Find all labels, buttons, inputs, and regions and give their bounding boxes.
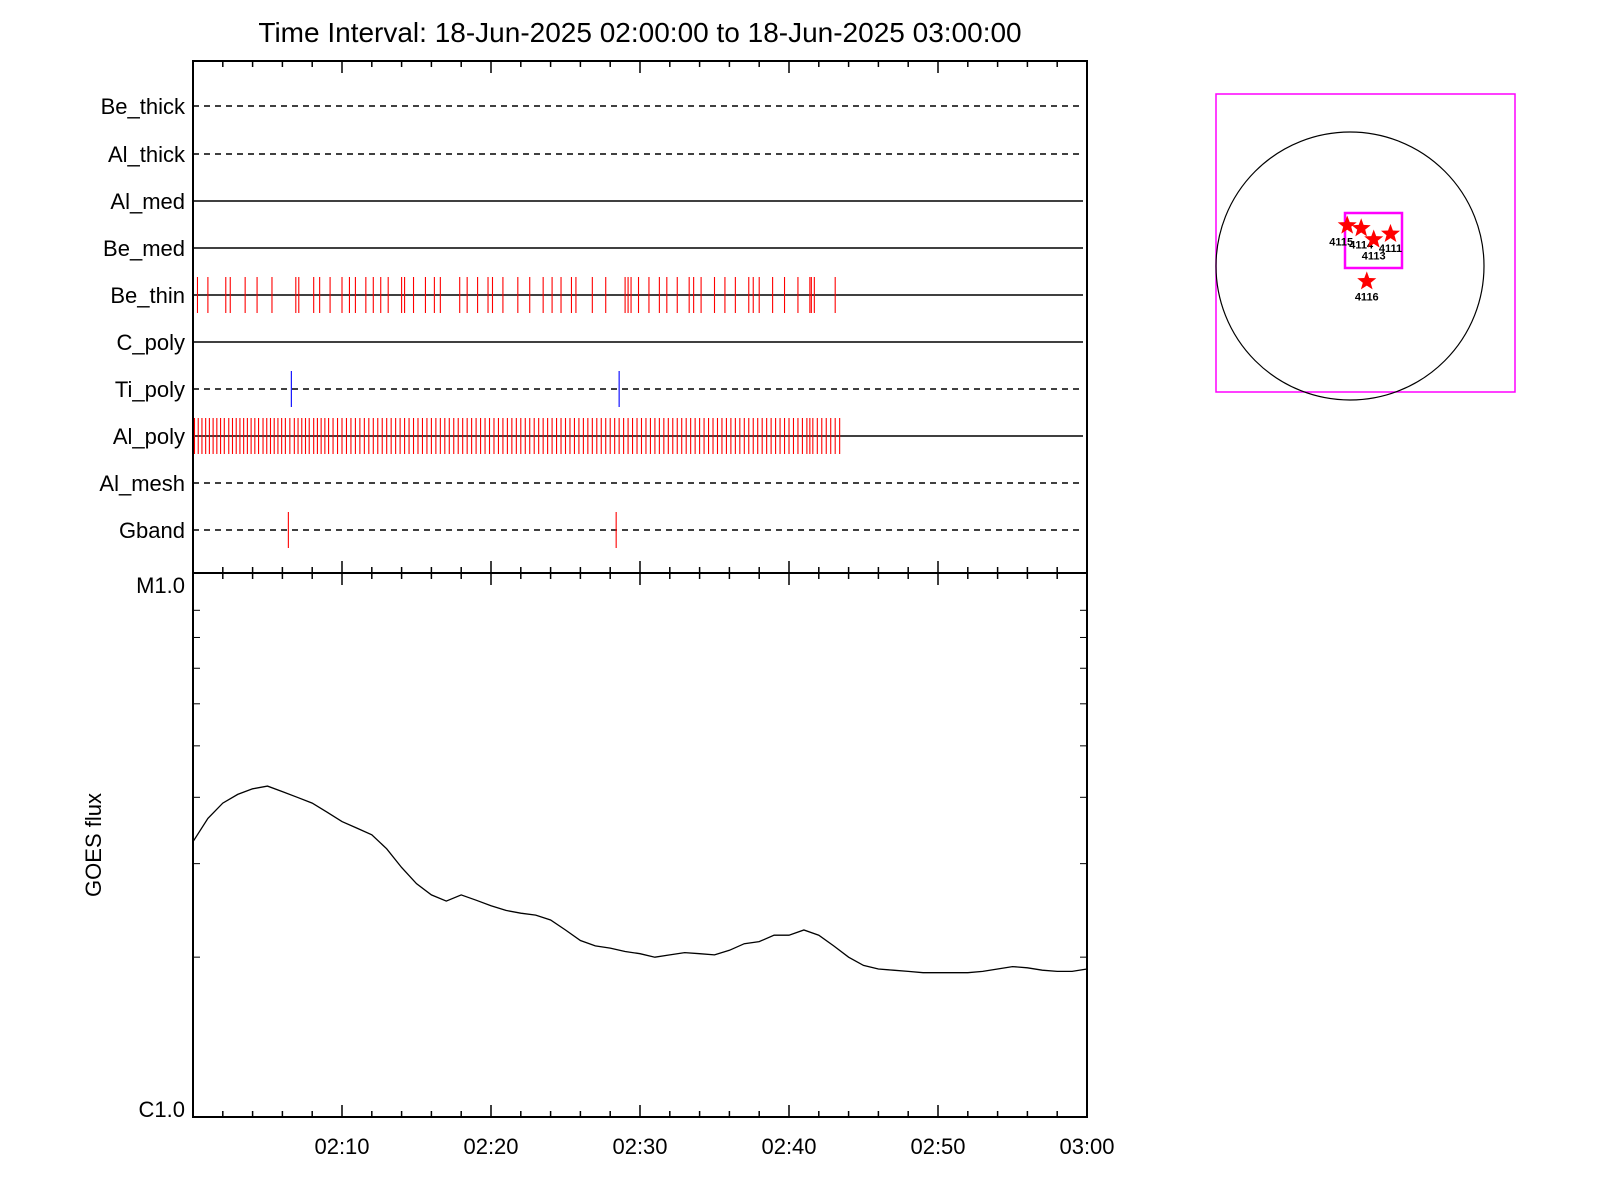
channel-label: Al_med (110, 189, 185, 214)
channel-label: Be_med (103, 236, 185, 261)
x-tick-label: 02:30 (612, 1134, 667, 1159)
channel-label: Ti_poly (115, 377, 185, 402)
channel-al_med: Al_med (110, 189, 1083, 214)
flux-ticks: 02:10 02:20 02:30 02:40 02:50 03:00 (192, 573, 1115, 1159)
goes-flux-line (192, 785, 1088, 974)
channel-al_thick: Al_thick (108, 142, 1083, 167)
channel-label: C_poly (117, 330, 185, 355)
channel-label: Be_thick (101, 94, 186, 119)
chart-title: Time Interval: 18-Jun-2025 02:00:00 to 1… (258, 17, 1021, 48)
x-tick-label: 02:10 (314, 1134, 369, 1159)
timeline-frame (192, 60, 1088, 574)
timeline-ticks (192, 61, 1088, 573)
channel-al_poly: Al_poly (113, 418, 1083, 454)
active-region-label: 4116 (1355, 291, 1379, 303)
active-region-label: 4114 (1349, 239, 1374, 251)
channel-label: Be_thin (110, 283, 185, 308)
x-tick-label: 02:40 (761, 1134, 816, 1159)
x-tick-label: 02:50 (910, 1134, 965, 1159)
channel-ti_poly: Ti_poly (115, 371, 1083, 407)
channel-label: Al_mesh (99, 471, 185, 496)
active-region-label: 4113 (1362, 250, 1386, 262)
channel-gband: Gband (119, 512, 1083, 548)
flux-frame (192, 572, 1088, 1118)
active-region-label: 4111 (1379, 243, 1402, 255)
active-region-marker (1337, 215, 1357, 234)
channel-label: Al_thick (108, 142, 186, 167)
channel-be_thick: Be_thick (101, 94, 1083, 119)
solar-disk (1215, 131, 1485, 401)
channel-label: Al_poly (113, 424, 185, 449)
active-region-marker (1381, 223, 1400, 242)
channel-al_mesh: Al_mesh (99, 471, 1083, 496)
active-region-marker (1364, 229, 1384, 248)
channel-be_med: Be_med (103, 236, 1083, 261)
channel-be_thin: Be_thin (110, 277, 1083, 313)
detector-timeline-panel: Be_thick Al_thick Al_med Be_med Be_thin C_pol… (99, 60, 1088, 574)
channel-c_poly: C_poly (117, 330, 1083, 355)
timeline-channels: Be_thick Al_thick Al_med Be_med Be_thin C_pol… (99, 94, 1083, 548)
active-region-marker (1357, 271, 1377, 290)
field-of-view-box (1343, 211, 1404, 270)
x-tick-label: 03:00 (1059, 1134, 1114, 1159)
active-region-marker (1351, 218, 1371, 237)
y-tick-label-top: M1.0 (136, 573, 185, 598)
y-tick-label-bottom: C1.0 (139, 1097, 185, 1122)
goes-flux-panel: 02:10 02:20 02:30 02:40 02:50 03:00 GOES flux… (81, 572, 1115, 1159)
map-frame (1215, 93, 1516, 393)
x-tick-label: 02:20 (463, 1134, 518, 1159)
channel-label: Gband (119, 518, 185, 543)
y-axis-label: GOES flux (81, 793, 106, 897)
active-region-label: 4115 (1329, 237, 1353, 249)
